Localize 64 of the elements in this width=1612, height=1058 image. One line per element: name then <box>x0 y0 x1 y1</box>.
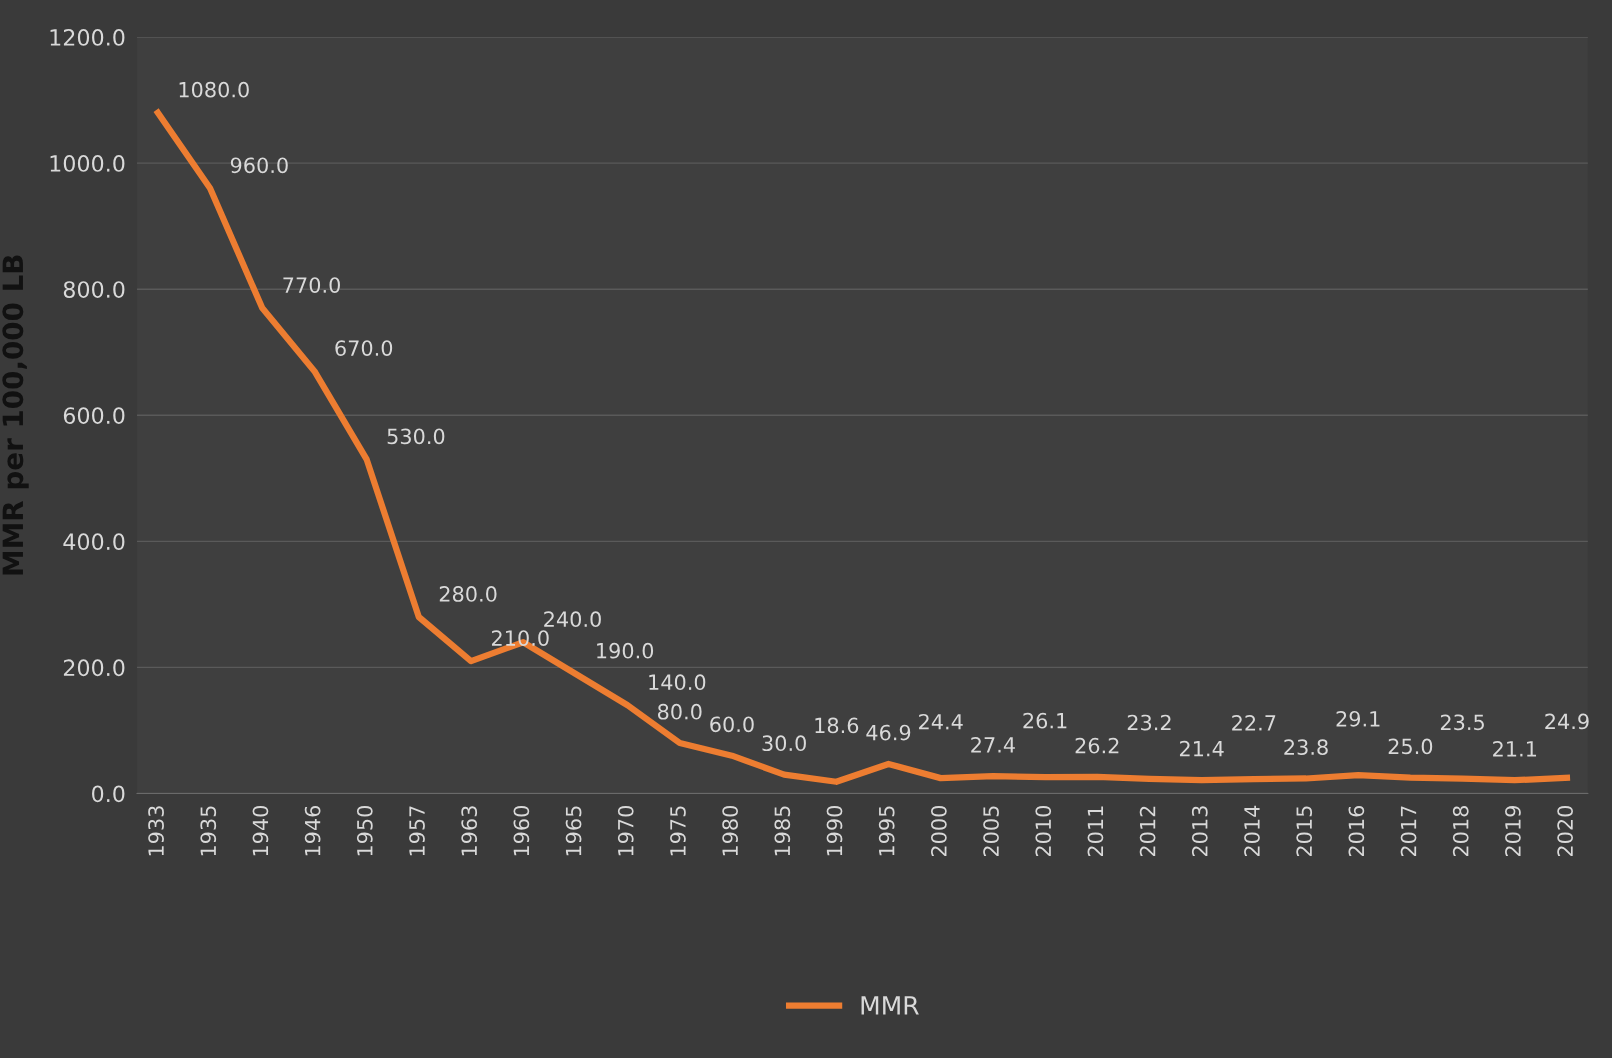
data-label: 29.1 <box>1336 710 1380 727</box>
x-tick-label: 2005 <box>983 806 999 857</box>
data-label: 80.0 <box>657 703 702 720</box>
x-tick-label: 1995 <box>878 806 895 856</box>
x-tick-label: 1975 <box>670 806 686 856</box>
x-tick-label: 2000 <box>930 806 947 857</box>
y-tick-label: 0.0 <box>92 785 125 803</box>
x-tick-label: 2020 <box>1557 806 1573 857</box>
x-tick-label: 1935 <box>200 806 217 856</box>
x-tick-label: 1950 <box>356 806 373 856</box>
x-tick-label: 1957 <box>409 806 425 856</box>
x-tick-label: 2010 <box>1035 806 1052 857</box>
x-tick-label: 1960 <box>513 806 530 856</box>
x-tick-label: 1985 <box>774 806 791 856</box>
x-tick-label: 2015 <box>1296 806 1313 857</box>
y-tick-label: 400.0 <box>63 533 125 551</box>
y-tick-label: 600.0 <box>63 407 125 425</box>
data-label: 670.0 <box>335 340 393 356</box>
x-tick-label: 2014 <box>1244 805 1260 857</box>
x-tick-label: 1980 <box>722 806 738 856</box>
legend-label: MMR <box>861 996 919 1015</box>
x-tick-label: 1970 <box>617 806 634 856</box>
x-tick-label: 2019 <box>1505 806 1521 857</box>
data-label: 960.0 <box>230 157 288 174</box>
x-tick-label: 2018 <box>1452 806 1469 857</box>
data-label: 23.5 <box>1440 714 1484 731</box>
data-label: 25.0 <box>1388 738 1433 755</box>
data-label: 18.6 <box>815 717 859 734</box>
x-tick-label: 1963 <box>461 806 478 856</box>
data-label: 22.7 <box>1232 714 1276 731</box>
data-label: 30.0 <box>762 735 806 752</box>
data-label: 60.0 <box>710 716 754 733</box>
data-label: 280.0 <box>439 586 497 602</box>
x-tick-label: 2013 <box>1191 806 1208 857</box>
x-tick-label: 2011 <box>1087 806 1104 857</box>
data-label: 46.9 <box>866 724 911 741</box>
x-tick-label: 1933 <box>148 806 164 856</box>
x-tick-label: 1940 <box>252 806 269 856</box>
data-label: 770.0 <box>283 277 340 293</box>
x-tick-label: 2016 <box>1348 805 1365 857</box>
x-tick-label: 1946 <box>304 805 321 856</box>
y-tick-label: 200.0 <box>63 659 125 677</box>
y-tick-label: 1000.0 <box>50 155 125 172</box>
data-label: 21.4 <box>1179 740 1224 757</box>
data-label: 210.0 <box>491 630 549 646</box>
data-label: 240.0 <box>544 611 601 628</box>
y-tick-label: 1200.0 <box>50 28 125 46</box>
data-label: 27.4 <box>971 736 1015 753</box>
x-tick-label: 2017 <box>1400 806 1417 857</box>
data-label: 24.9 <box>1545 713 1589 730</box>
data-label: 23.8 <box>1284 739 1328 756</box>
data-label: 23.2 <box>1127 714 1171 731</box>
data-label: 26.2 <box>1075 737 1119 754</box>
data-label: 530.0 <box>387 428 445 445</box>
data-label: 24.4 <box>919 713 963 730</box>
data-label: 140.0 <box>649 674 706 691</box>
data-label: 26.1 <box>1023 712 1067 729</box>
data-label: 1080.0 <box>179 81 249 98</box>
x-tick-label: 1965 <box>565 806 582 856</box>
x-tick-label: 2012 <box>1139 806 1156 857</box>
data-label: 21.1 <box>1493 740 1537 757</box>
y-tick-label: 800.0 <box>63 281 125 298</box>
data-label: 190.0 <box>597 642 654 659</box>
x-tick-label: 1990 <box>826 806 843 856</box>
